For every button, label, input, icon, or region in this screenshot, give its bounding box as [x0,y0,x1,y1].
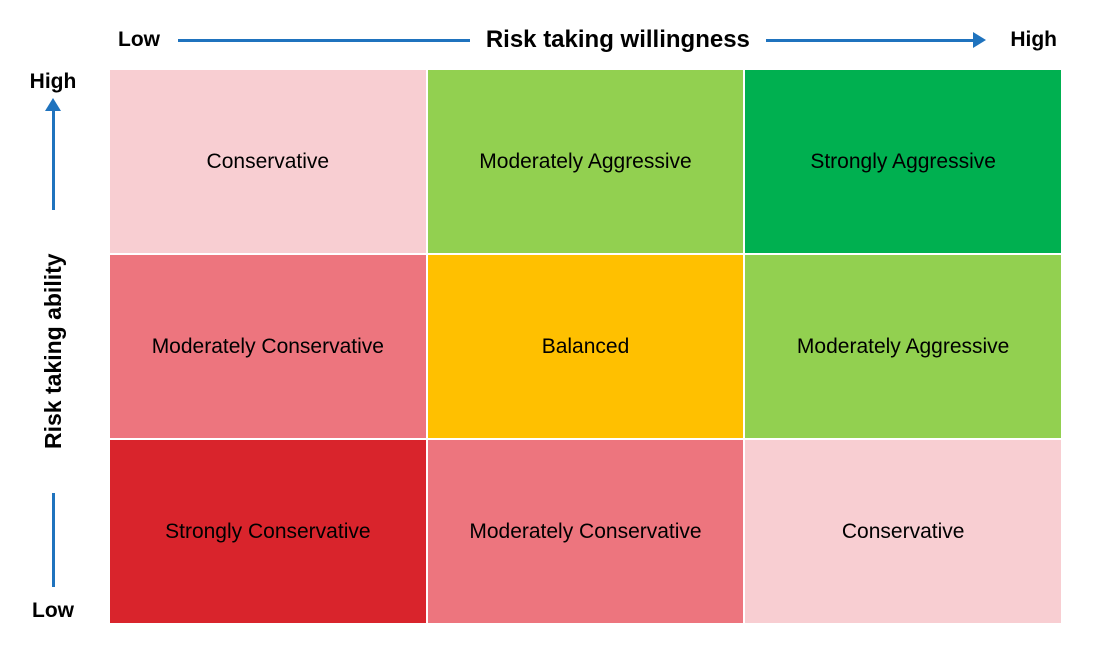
y-axis-line [51,493,55,587]
matrix-cell-r2c1: Moderately Conservative [427,440,744,623]
matrix-grid: Conservative Moderately Aggressive Stron… [110,70,1061,623]
x-axis-title: Risk taking willingness [485,26,750,53]
x-axis: Low Risk taking willingness High [110,17,1061,63]
cell-label: Strongly Aggressive [810,149,996,173]
matrix-cell-r0c2: Strongly Aggressive [745,70,1061,253]
matrix-cell-r2c2: Conservative [745,440,1061,623]
cell-label: Conservative [841,519,965,543]
cell-label: Moderately Aggressive [479,149,692,173]
cell-label: Strongly Conservative [165,519,371,543]
cell-label: Moderately Conservative [151,334,384,358]
x-axis-high-label: High [1010,28,1057,51]
matrix-cell-r0c0: Conservative [110,70,426,253]
y-axis-title: Risk taking ability [39,253,66,450]
matrix-cell-r1c1: Balanced [427,255,744,438]
cell-label: Conservative [206,149,330,173]
matrix-cell-r2c0: Strongly Conservative [110,440,426,623]
x-axis-line [178,38,470,42]
cell-label: Balanced [541,334,630,358]
matrix-cell-r0c1: Moderately Aggressive [427,70,744,253]
y-axis: High Risk taking ability Low [0,70,106,623]
matrix-cell-r1c0: Moderately Conservative [110,255,426,438]
y-axis-low-label: Low [32,599,74,622]
y-axis-high-label: High [29,70,77,93]
cell-label: Moderately Conservative [469,519,702,543]
cell-label: Moderately Aggressive [796,334,1010,358]
right-arrow-icon [765,38,975,42]
matrix-cell-r1c2: Moderately Aggressive [745,255,1061,438]
up-arrow-icon [51,110,55,210]
x-axis-low-label: Low [118,28,160,51]
